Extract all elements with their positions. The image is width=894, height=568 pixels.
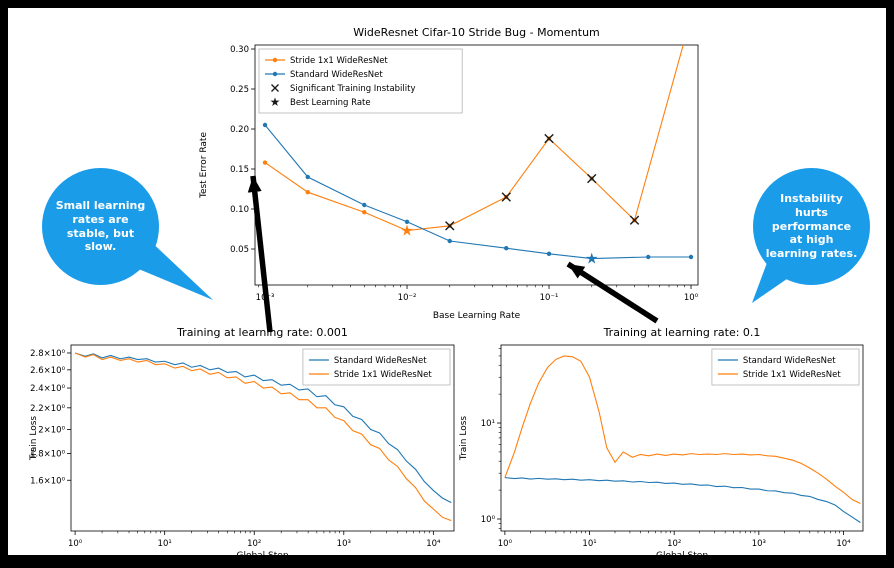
svg-text:10⁴: 10⁴ bbox=[836, 539, 851, 549]
svg-text:Training at learning rate: 0.1: Training at learning rate: 0.1 bbox=[603, 326, 761, 339]
svg-text:Stride 1x1 WideResNet: Stride 1x1 WideResNet bbox=[743, 370, 841, 380]
svg-text:Test Error Rate: Test Error Rate bbox=[199, 132, 209, 199]
speech-bubble-left: Small learning rates are stable, but slo… bbox=[42, 168, 159, 285]
right-bubble-text: Instability hurts performance at high le… bbox=[765, 192, 858, 261]
svg-text:10⁰: 10⁰ bbox=[68, 539, 83, 549]
svg-text:10³: 10³ bbox=[752, 539, 766, 549]
svg-text:Stride 1x1 WideResNet: Stride 1x1 WideResNet bbox=[290, 56, 388, 66]
svg-text:Significant Training Instabili: Significant Training Instability bbox=[290, 84, 416, 94]
svg-text:WideResnet Cifar-10 Stride Bug: WideResnet Cifar-10 Stride Bug - Momentu… bbox=[353, 26, 600, 39]
svg-text:0.15: 0.15 bbox=[230, 165, 249, 175]
train-loss-chart-lr-01: Training at learning rate: 0.1 10⁰ 10¹ 10² 1… bbox=[459, 326, 864, 561]
svg-text:Training at learning rate: 0.0: Training at learning rate: 0.001 bbox=[176, 326, 348, 339]
speech-bubble-right: Instability hurts performance at high le… bbox=[753, 168, 870, 285]
left-bubble-text: Small learning rates are stable, but slo… bbox=[55, 199, 146, 254]
svg-text:1.6×10⁰: 1.6×10⁰ bbox=[30, 476, 65, 486]
svg-text:2.6×10⁰: 2.6×10⁰ bbox=[30, 366, 65, 376]
train-loss-chart-lr-0001: Training at learning rate: 0.001 10⁰ 10¹ 10… bbox=[29, 326, 455, 561]
svg-text:Train Loss: Train Loss bbox=[29, 416, 39, 462]
svg-text:0.30: 0.30 bbox=[230, 45, 249, 55]
svg-text:10¹: 10¹ bbox=[582, 539, 596, 549]
svg-text:Standard WideResNet: Standard WideResNet bbox=[290, 70, 383, 80]
svg-text:1.8×10⁰: 1.8×10⁰ bbox=[30, 449, 65, 459]
svg-text:10⁰: 10⁰ bbox=[498, 539, 513, 549]
svg-text:0.25: 0.25 bbox=[230, 85, 249, 95]
svg-text:Train Loss: Train Loss bbox=[459, 416, 469, 462]
svg-text:★: ★ bbox=[270, 95, 281, 109]
svg-text:★: ★ bbox=[585, 250, 598, 268]
svg-text:10⁻²: 10⁻² bbox=[398, 293, 417, 303]
svg-text:2.8×10⁰: 2.8×10⁰ bbox=[30, 349, 65, 359]
svg-text:10³: 10³ bbox=[337, 539, 351, 549]
svg-text:10¹: 10¹ bbox=[158, 539, 172, 549]
svg-text:Stride 1x1 WideResNet: Stride 1x1 WideResNet bbox=[334, 370, 432, 380]
svg-text:Standard WideResNet: Standard WideResNet bbox=[743, 356, 836, 366]
svg-text:10²: 10² bbox=[247, 539, 261, 549]
svg-text:10²: 10² bbox=[667, 539, 681, 549]
svg-text:0.05: 0.05 bbox=[230, 245, 249, 255]
svg-text:Best Learning Rate: Best Learning Rate bbox=[290, 98, 371, 108]
svg-text:2.2×10⁰: 2.2×10⁰ bbox=[30, 404, 65, 414]
svg-text:10⁻¹: 10⁻¹ bbox=[540, 293, 559, 303]
svg-text:2×10⁰: 2×10⁰ bbox=[38, 426, 65, 436]
svg-text:Global Step: Global Step bbox=[656, 551, 708, 561]
svg-text:10⁰: 10⁰ bbox=[684, 293, 699, 303]
svg-text:Global Step: Global Step bbox=[236, 551, 288, 561]
svg-text:10⁻³: 10⁻³ bbox=[256, 293, 275, 303]
svg-text:Base Learning Rate: Base Learning Rate bbox=[433, 311, 521, 321]
svg-text:10⁰: 10⁰ bbox=[481, 515, 496, 525]
svg-text:2.4×10⁰: 2.4×10⁰ bbox=[30, 384, 65, 394]
svg-text:0.20: 0.20 bbox=[230, 125, 249, 135]
svg-text:★: ★ bbox=[400, 222, 413, 240]
svg-text:10⁴: 10⁴ bbox=[426, 539, 441, 549]
lr-sweep-chart: WideResnet Cifar-10 Stride Bug - Momentu… bbox=[199, 26, 699, 321]
svg-text:0.10: 0.10 bbox=[230, 205, 249, 215]
svg-text:10¹: 10¹ bbox=[481, 419, 495, 429]
svg-text:Standard WideResNet: Standard WideResNet bbox=[334, 356, 427, 366]
